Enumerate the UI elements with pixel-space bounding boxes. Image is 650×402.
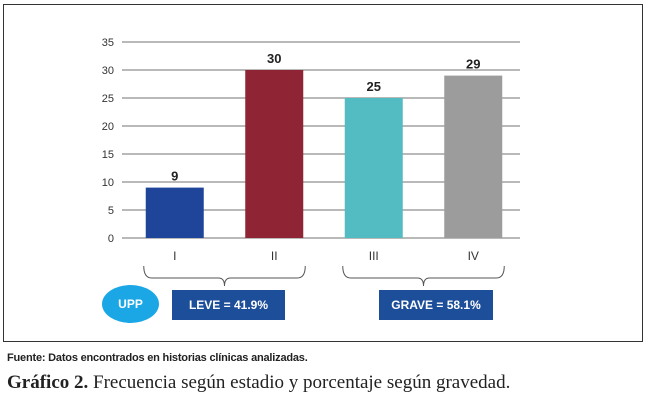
figure-caption: Gráfico 2. Frecuencia según estadio y po… (7, 372, 510, 394)
source-note: Fuente: Datos encontrados en historias c… (7, 352, 308, 364)
x-tick-label: III (369, 249, 379, 263)
y-axis-ticks: 0 5 10 15 20 25 30 35 (102, 37, 114, 245)
x-tick-label: IV (468, 249, 479, 263)
data-label: 25 (367, 79, 381, 94)
y-tick-label: 35 (102, 37, 114, 49)
figure-frame (3, 4, 643, 342)
bar-IV (444, 75, 503, 238)
y-tick-label: 20 (102, 121, 114, 133)
group-brace (342, 265, 505, 287)
group-brace (143, 265, 306, 287)
data-label: 29 (466, 57, 480, 72)
data-labels: 9 30 25 29 (171, 51, 480, 184)
bars (145, 70, 503, 238)
group-braces (143, 265, 505, 287)
upp-badge: UPP (102, 285, 159, 323)
x-axis-ticks: I II III IV (173, 249, 479, 263)
group-label-leve: LEVE = 41.9% (172, 290, 285, 320)
x-tick-label: II (271, 249, 278, 263)
bar-I (145, 187, 204, 238)
group-label-grave: GRAVE = 58.1% (379, 290, 493, 320)
y-tick-label: 0 (108, 233, 114, 245)
y-tick-label: 10 (102, 177, 114, 189)
y-tick-label: 15 (102, 149, 114, 161)
caption-label: Gráfico 2. (7, 372, 89, 393)
x-tick-label: I (173, 249, 176, 263)
data-label: 9 (171, 169, 178, 184)
bar-III (344, 98, 403, 238)
y-tick-label: 5 (108, 205, 114, 217)
y-tick-label: 25 (102, 93, 114, 105)
y-tick-label: 30 (102, 65, 114, 77)
data-label: 30 (267, 51, 281, 66)
bar-II (245, 70, 304, 238)
caption-text: Frecuencia según estadio y porcentaje se… (88, 372, 511, 393)
